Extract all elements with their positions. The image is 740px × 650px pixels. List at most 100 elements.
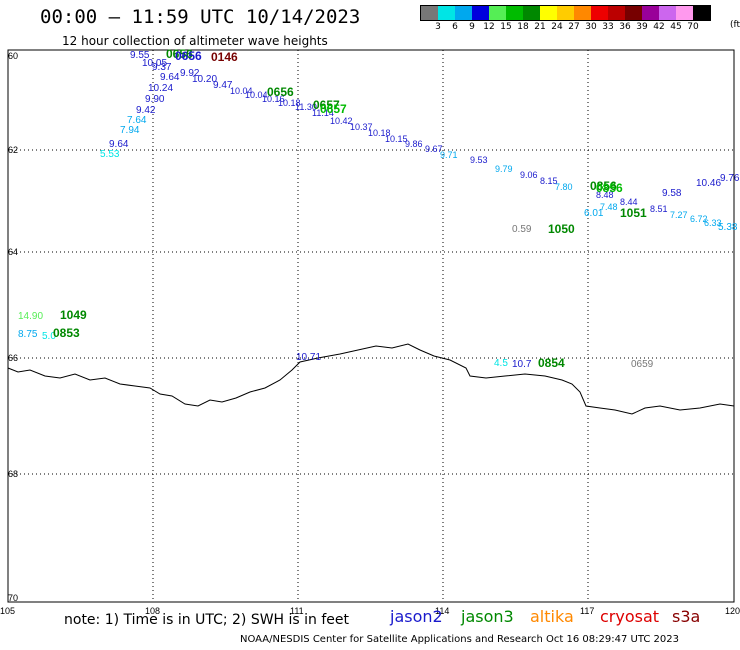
- wave-height-label: 5.0: [42, 331, 56, 342]
- track-label: 9.79: [495, 164, 513, 174]
- time-label: 1051: [620, 206, 647, 220]
- track-label: 6.72: [690, 214, 708, 224]
- wave-height-label: 9.90: [145, 94, 165, 105]
- color-legend: 3 6 9 12 15 18 21 24 27 30 33 36 39 42 45 70: [420, 5, 711, 35]
- legend-label: 42: [653, 22, 665, 32]
- lat-label: 62: [8, 145, 18, 155]
- wave-height-label: 9.76: [720, 173, 740, 184]
- legend-label: 39: [636, 22, 648, 32]
- time-label: 0856: [596, 181, 623, 195]
- track-label: 9.86: [405, 139, 423, 149]
- time-label: 0856: [590, 179, 617, 193]
- wave-height-label: 0.59: [512, 224, 532, 235]
- wave-height-label: 8.75: [18, 329, 38, 340]
- legend-swatch: [421, 6, 438, 20]
- legend-swatch: [591, 6, 608, 20]
- legend-swatch: [438, 6, 455, 20]
- legend-swatch: [693, 6, 710, 20]
- track-label: 7.27: [670, 210, 688, 220]
- wave-height-label: 9.64: [109, 139, 129, 150]
- time-label: 0656: [267, 85, 294, 99]
- time-label: 1049: [60, 308, 87, 322]
- satellite-label-cryosat: cryosat: [600, 607, 660, 626]
- wave-height-label: 9.47: [213, 80, 233, 91]
- legend-swatch: [642, 6, 659, 20]
- satellite-label-jason3: jason3: [461, 607, 514, 626]
- track-label: 9.53: [470, 155, 488, 165]
- footer-note: note: 1) Time is in UTC; 2) SWH is in fe…: [64, 612, 350, 628]
- time-label: 1050: [548, 222, 575, 236]
- legend-swatch: [659, 6, 676, 20]
- legend-label: 12: [483, 22, 495, 32]
- legend-swatch: [540, 6, 557, 20]
- wave-height-label: 7.64: [127, 115, 147, 126]
- legend-label: 70: [687, 22, 699, 32]
- track-label: 10.37: [350, 122, 373, 132]
- track-label: 10.15: [385, 134, 408, 144]
- lat-label: 60: [8, 51, 18, 61]
- time-label: 0657: [313, 98, 340, 112]
- legend-swatch: [455, 6, 472, 20]
- coastline: [7, 343, 735, 415]
- track-label: 8.44: [620, 197, 638, 207]
- legend-swatch: [506, 6, 523, 20]
- track-label: 7.48: [600, 202, 618, 212]
- track-label: 10.18: [368, 128, 391, 138]
- wave-height-label: 6.01: [584, 208, 604, 219]
- legend-label: 33: [602, 22, 614, 32]
- legend-label: 3: [435, 22, 441, 32]
- lon-label: 111: [290, 606, 304, 616]
- wave-height-label: 14.90: [18, 311, 43, 322]
- track-label: 6.33: [704, 218, 722, 228]
- track-label: 9.71: [440, 150, 458, 160]
- wave-height-label: 7.94: [120, 125, 140, 136]
- track-label: 10.16: [262, 94, 285, 104]
- map-subtitle: 12 hour collection of altimeter wave hei…: [62, 34, 328, 48]
- legend-label: 6: [452, 22, 458, 32]
- legend-label: 15: [500, 22, 512, 32]
- wave-height-label: 9.58: [662, 188, 682, 199]
- credit-line: NOAA/NESDIS Center for Satellite Applica…: [240, 634, 679, 645]
- dense-track-labels: 10.04 10.04 10.16 10.18 11.30 11.14 10.4…: [230, 86, 668, 214]
- wave-height-label: 5.53: [100, 149, 120, 160]
- wave-height-label: 4.5: [494, 358, 508, 369]
- wave-height-label: 10.24: [148, 83, 173, 94]
- legend-unit: (ft): [730, 20, 740, 30]
- track-label: 8.51: [650, 204, 668, 214]
- map-title: 00:00 – 11:59 UTC 10/14/2023: [40, 6, 361, 28]
- time-label: 0854: [538, 356, 565, 370]
- legend-swatch: [608, 6, 625, 20]
- time-label: 0656: [166, 47, 193, 61]
- legend-swatch: [472, 6, 489, 20]
- lat-label: 70: [8, 593, 18, 603]
- wave-height-label: 10.05: [142, 58, 167, 69]
- satellite-label-s3a: s3a: [672, 607, 701, 626]
- track-label: 10.18: [278, 98, 301, 108]
- time-label: 0853: [53, 326, 80, 340]
- lon-label: 117: [580, 606, 594, 616]
- wave-height-label: 9.42: [136, 105, 156, 116]
- legend-swatch: [574, 6, 591, 20]
- legend-label: 18: [517, 22, 529, 32]
- wave-height-label: 9.92: [180, 68, 200, 79]
- lat-label: 66: [8, 353, 18, 363]
- legend-label: 27: [568, 22, 580, 32]
- legend-label: 21: [534, 22, 546, 32]
- legend-label: 9: [469, 22, 475, 32]
- wave-height-label: 9.64: [160, 72, 180, 83]
- track-label: 11.30: [295, 102, 317, 112]
- track-label: 8.48: [596, 190, 614, 200]
- track-label: 10.04: [245, 90, 268, 100]
- legend-label: 36: [619, 22, 631, 32]
- wave-height-label: 9.55: [130, 50, 150, 61]
- legend-swatch: [676, 6, 693, 20]
- legend-color-bar: [420, 5, 711, 21]
- track-label: 10.42: [330, 116, 353, 126]
- satellite-label-jason2: jason2: [390, 607, 443, 626]
- lon-label: 105: [0, 606, 15, 616]
- map-frame: [7, 49, 735, 603]
- lat-label: 68: [8, 469, 18, 479]
- lon-label: 120: [725, 606, 740, 616]
- time-label: 0146: [211, 50, 238, 64]
- legend-label: 45: [670, 22, 682, 32]
